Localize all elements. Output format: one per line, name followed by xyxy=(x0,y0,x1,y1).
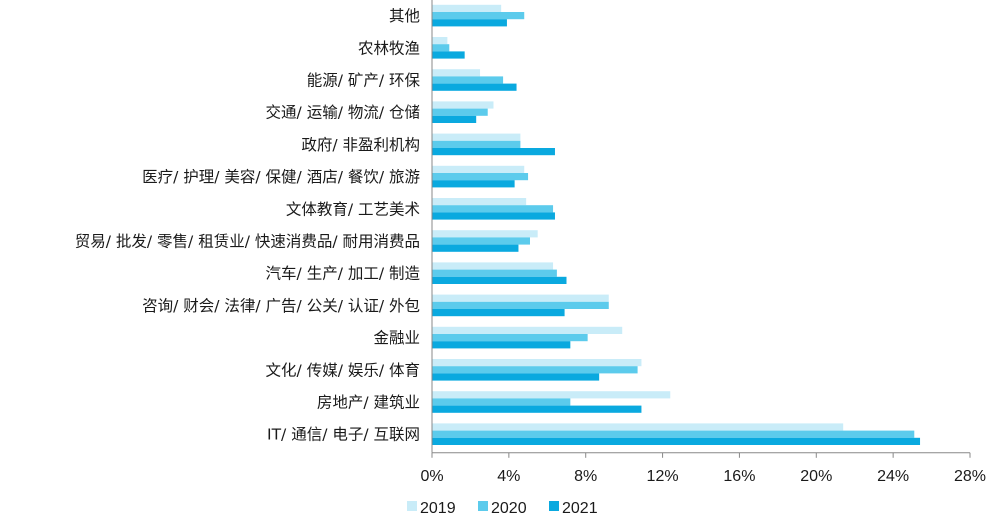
bar-2021 xyxy=(432,276,567,284)
legend-swatch xyxy=(407,501,417,511)
bar-2021 xyxy=(432,19,507,27)
bar-2019 xyxy=(432,294,609,302)
bar-2020 xyxy=(432,334,588,342)
bar-2021 xyxy=(432,180,515,188)
bars-group xyxy=(432,4,921,445)
bar-2020 xyxy=(432,237,530,245)
bar-2019 xyxy=(432,198,527,206)
legend-item-2021: 2021 xyxy=(549,500,598,517)
category-label: 交通/ 运输/ 物流/ 仓储 xyxy=(266,104,420,122)
x-tick-label: 12% xyxy=(647,468,679,485)
bar-2020 xyxy=(432,430,915,438)
x-tick-label: 0% xyxy=(420,468,443,485)
category-row xyxy=(432,4,525,27)
category-label: 农林牧渔 xyxy=(358,39,420,57)
bar-2021 xyxy=(432,437,921,445)
legend-item-2020: 2020 xyxy=(478,500,527,517)
bar-2021 xyxy=(432,51,465,59)
category-label: 其他 xyxy=(389,7,420,25)
bar-2021 xyxy=(432,373,600,381)
bar-2021 xyxy=(432,244,519,252)
bar-2019 xyxy=(432,101,494,109)
category-label: 房地产/ 建筑业 xyxy=(317,394,420,412)
bar-2021 xyxy=(432,309,565,317)
bar-2019 xyxy=(432,230,538,238)
x-tick-label: 8% xyxy=(574,468,597,485)
bar-2021 xyxy=(432,405,642,413)
bar-2019 xyxy=(432,423,844,431)
category-row xyxy=(432,198,555,220)
bar-2019 xyxy=(432,69,481,77)
bar-2019 xyxy=(432,165,525,173)
bar-2021 xyxy=(432,83,517,91)
category-row xyxy=(432,423,921,445)
category-row xyxy=(432,165,529,188)
bar-2019 xyxy=(432,326,623,334)
bar-2019 xyxy=(432,262,554,270)
category-label: 咨询/ 财会/ 法律/ 广告/ 公关/ 认证/ 外包 xyxy=(142,297,420,315)
bar-2019 xyxy=(432,391,671,399)
category-label: 贸易/ 批发/ 零售/ 租赁业/ 快速消费品/ 耐用消费品 xyxy=(75,233,420,251)
bar-2020 xyxy=(432,269,557,277)
x-tick-label: 4% xyxy=(497,468,520,485)
bar-2020 xyxy=(432,301,609,309)
bar-2020 xyxy=(432,366,638,374)
category-label: IT/ 通信/ 电子/ 互联网 xyxy=(267,426,420,444)
x-tick-label: 24% xyxy=(877,468,909,485)
category-label: 汽车/ 生产/ 加工/ 制造 xyxy=(266,265,421,283)
category-label: 政府/ 非盈利机构 xyxy=(301,136,420,154)
legend-label: 2020 xyxy=(491,500,527,517)
category-row xyxy=(432,359,642,381)
x-axis-ticks: 0% 4% 8% 12% 16% 20% 24% 28% xyxy=(420,452,986,485)
category-label: 文化/ 传媒/ 娱乐/ 体育 xyxy=(266,361,420,379)
bar-2020 xyxy=(432,140,521,148)
category-row xyxy=(432,230,538,252)
bar-2020 xyxy=(432,44,450,52)
category-row xyxy=(432,69,517,91)
legend: 2019 2020 2021 xyxy=(407,500,598,517)
legend-label: 2021 xyxy=(562,500,598,517)
category-row xyxy=(432,133,555,156)
category-label: 文体教育/ 工艺美术 xyxy=(286,200,420,218)
bar-2021 xyxy=(432,341,571,349)
bar-2019 xyxy=(432,133,521,141)
legend-label: 2019 xyxy=(420,500,456,517)
x-tick-label: 28% xyxy=(954,468,986,485)
category-label: 医疗/ 护理/ 美容/ 保健/ 酒店/ 餐饮/ 旅游 xyxy=(142,168,420,186)
bar-2021 xyxy=(432,148,555,156)
legend-item-2019: 2019 xyxy=(407,500,456,517)
category-row xyxy=(432,294,609,317)
bar-2020 xyxy=(432,12,525,20)
bar-2020 xyxy=(432,76,504,84)
category-label: 能源/ 矿产/ 环保 xyxy=(307,72,421,90)
bar-2020 xyxy=(432,108,488,116)
category-label: 金融业 xyxy=(373,329,420,347)
legend-swatch xyxy=(549,501,559,511)
bar-2021 xyxy=(432,212,555,220)
category-row xyxy=(432,391,671,413)
x-tick-label: 20% xyxy=(800,468,832,485)
category-row xyxy=(432,262,567,284)
x-tick-label: 16% xyxy=(723,468,755,485)
bar-2019 xyxy=(432,359,642,367)
bar-2021 xyxy=(432,115,477,123)
category-row xyxy=(432,37,465,59)
bar-2019 xyxy=(432,37,448,45)
bar-2019 xyxy=(432,4,502,12)
bar-2020 xyxy=(432,398,571,406)
category-row xyxy=(432,101,494,123)
legend-swatch xyxy=(478,501,488,511)
category-row xyxy=(432,326,623,349)
bar-2020 xyxy=(432,173,529,181)
bar-2020 xyxy=(432,205,554,213)
